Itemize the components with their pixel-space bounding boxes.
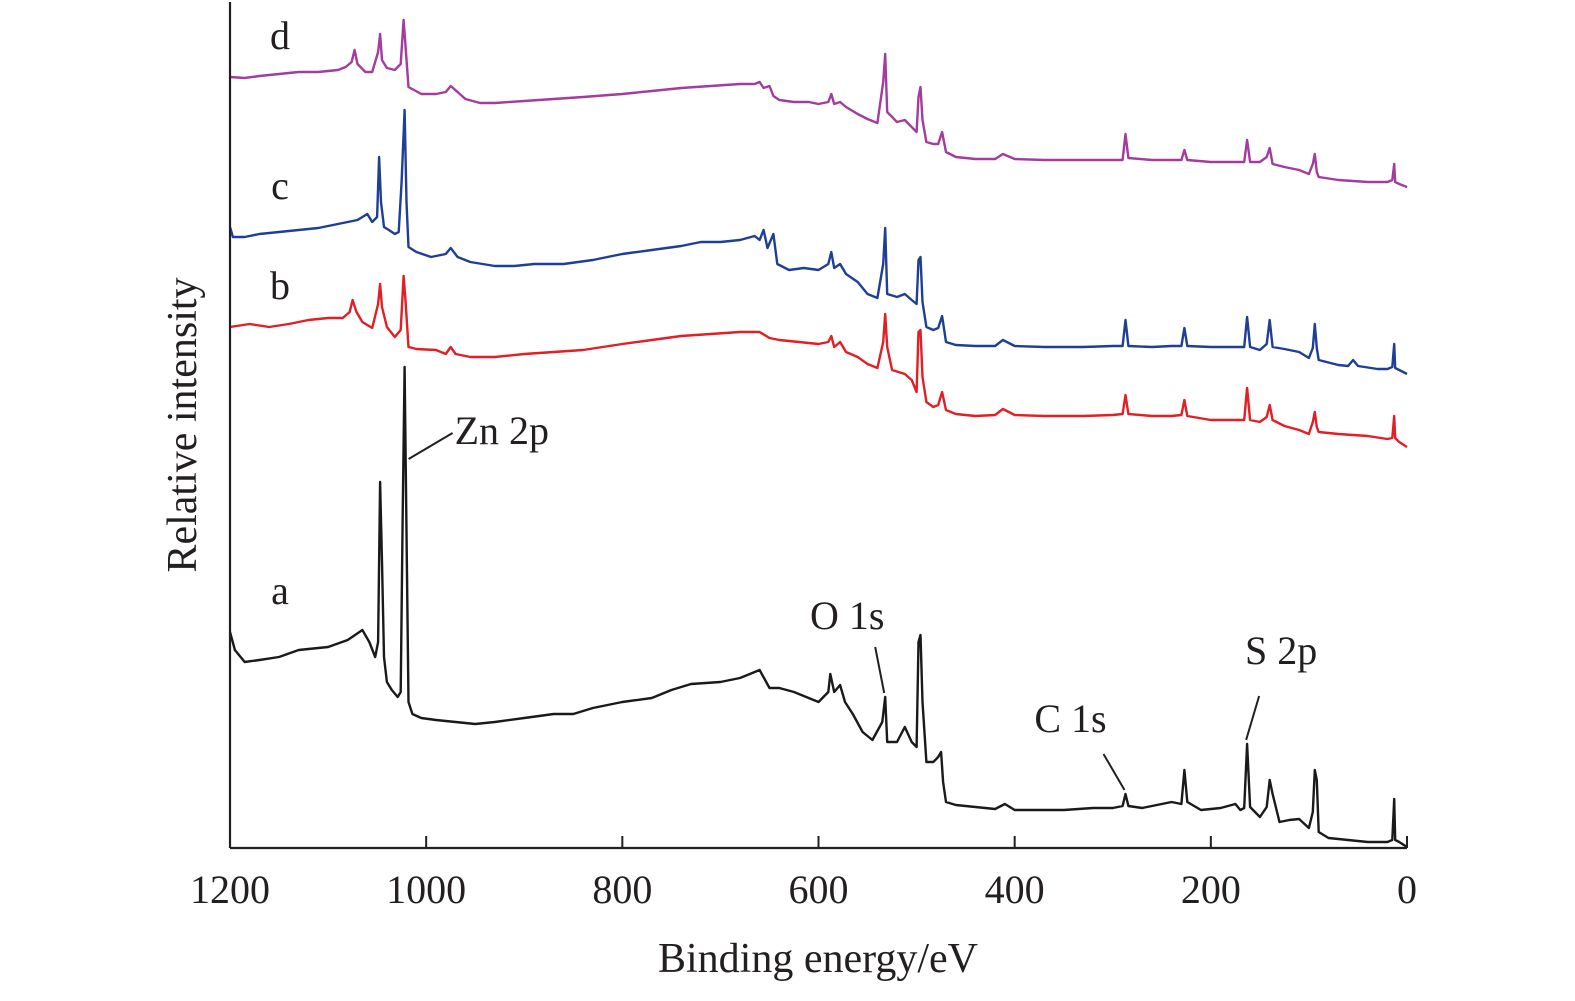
x-tick-label: 0 [1397,867,1417,912]
x-tick-label: 200 [1181,867,1241,912]
annotation-leader-line [1102,753,1126,791]
series-line-b [229,274,1408,449]
y-axis-title: Relative intensity [160,277,206,572]
x-tick-label: 600 [789,867,849,912]
series-label-a: a [271,568,289,613]
annotation-leader-line [874,646,886,694]
x-ticks: 1200 1000 800 600 400 200 0 [190,836,1417,912]
x-axis-title: Binding energy/eV [658,936,978,982]
x-tick-label: 1000 [386,867,466,912]
annotation-leader-line [1245,695,1261,741]
annotation-layer: Zn 2p O 1s C 1s S 2p [408,408,1317,791]
annotation-leader-line [408,432,454,460]
peak-annotation-label: C 1s [1034,696,1106,741]
series-layer: a b c d [228,13,1408,849]
peak-annotation-label: Zn 2p [455,408,549,453]
x-tick-label: 1200 [190,867,270,912]
series-line-c [228,108,1408,376]
x-tick-label: 400 [985,867,1045,912]
axes-layer: 1200 1000 800 600 400 200 0 Binding energy/eV … [160,2,1417,982]
peak-annotation-label: S 2p [1245,628,1317,673]
peak-annotation-label: O 1s [810,593,884,638]
series-line-d [229,18,1408,189]
x-tick-label: 800 [592,867,652,912]
series-label-b: b [270,263,290,308]
series-label-c: c [271,163,289,208]
series-line-a [228,365,1408,849]
series-label-d: d [270,13,290,58]
